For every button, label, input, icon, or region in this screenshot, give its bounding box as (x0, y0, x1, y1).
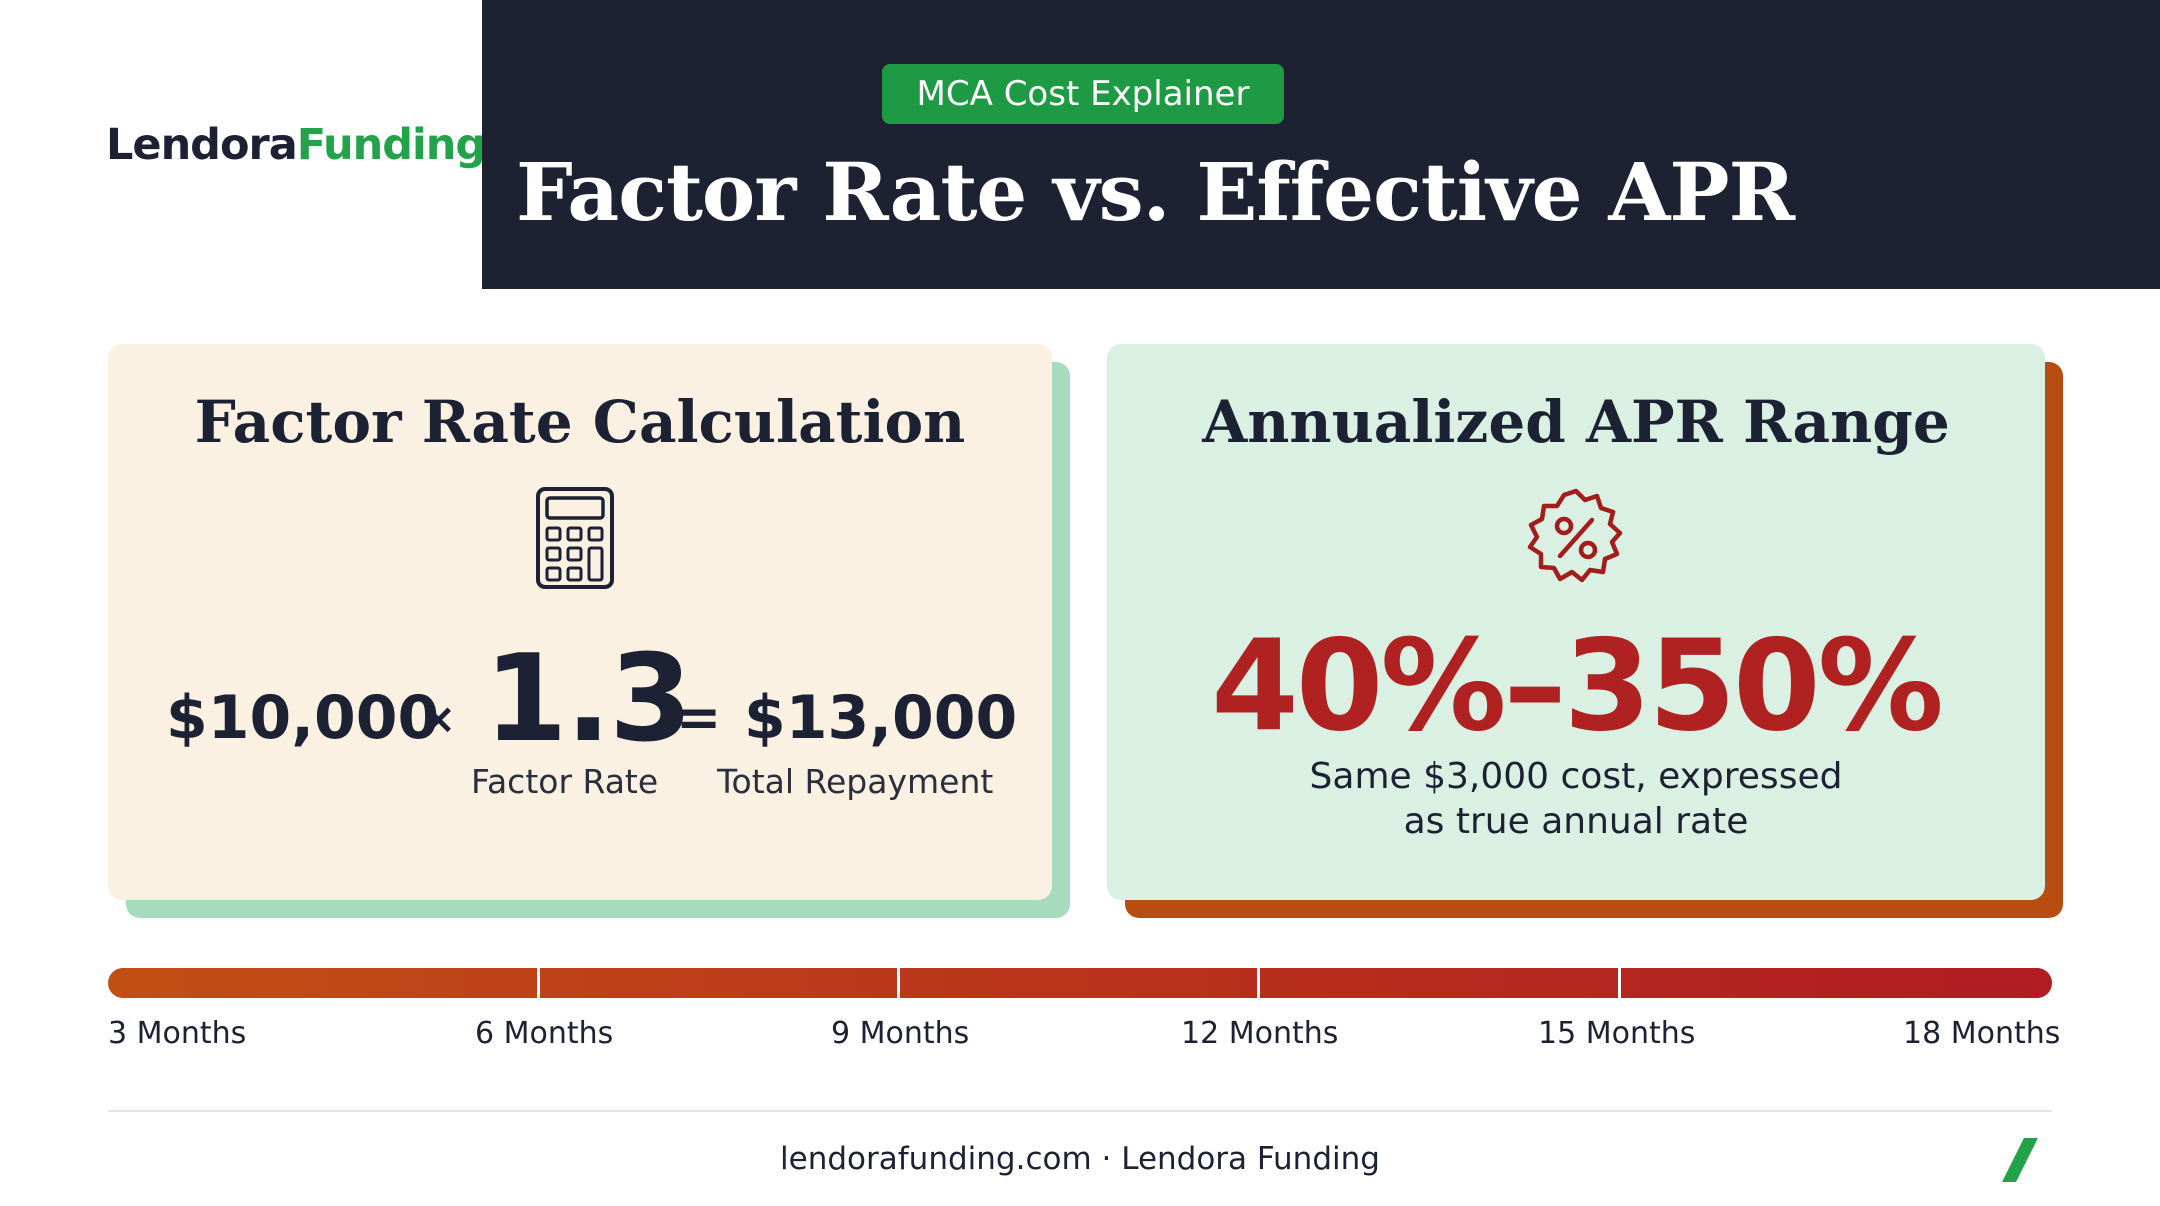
repayment-amount: $13,000 (744, 683, 1018, 753)
timeline-label: 6 Months (475, 1016, 614, 1051)
footer-text: lendorafunding.com · Lendora Funding (780, 1141, 1380, 1177)
apr-description-line2: as true annual rate (1403, 801, 1749, 842)
apr-range-card (1107, 344, 2045, 900)
factor-value: 1.3 (484, 630, 693, 769)
factor-rate-heading: Factor Rate Calculation (194, 388, 966, 456)
timeline-label: 9 Months (831, 1016, 970, 1051)
timeline-label: 12 Months (1181, 1016, 1339, 1051)
category-badge: MCA Cost Explainer (882, 64, 1284, 124)
apr-range-value: 40%–350% (1211, 612, 1944, 759)
slash-icon (2002, 1138, 2038, 1182)
timeline-tick (1257, 968, 1260, 998)
percent-badge-icon (1527, 488, 1623, 583)
header-banner (482, 0, 2160, 289)
calculator-icon (536, 487, 614, 589)
timeline-tick (537, 968, 540, 998)
apr-range-heading: Annualized APR Range (1202, 388, 1950, 456)
principal-amount: $10,000 (166, 683, 440, 753)
page-title: Factor Rate vs. Effective APR (516, 145, 1795, 239)
brand-logo: LendoraFunding (106, 120, 486, 170)
footer-divider (108, 1110, 2052, 1112)
factor-rate-label: Factor Rate (471, 762, 659, 801)
brand-name-part1: Lendora (106, 120, 298, 170)
brand-name-part2: Funding (296, 120, 486, 170)
total-repayment-label: Total Repayment (717, 762, 994, 801)
factor-rate-card (108, 344, 1052, 900)
timeline-bar (108, 968, 2052, 998)
apr-range-description: Same $3,000 cost, expressed as true annu… (1107, 754, 2045, 844)
timeline-label: 15 Months (1538, 1016, 1696, 1051)
equals-sign: = (676, 686, 722, 749)
multiply-sign: × (421, 694, 457, 743)
timeline-label: 3 Months (108, 1016, 247, 1051)
apr-description-line1: Same $3,000 cost, expressed (1309, 756, 1843, 797)
timeline-tick (1618, 968, 1621, 998)
timeline-label: 18 Months (1903, 1016, 2061, 1051)
timeline-tick (897, 968, 900, 998)
